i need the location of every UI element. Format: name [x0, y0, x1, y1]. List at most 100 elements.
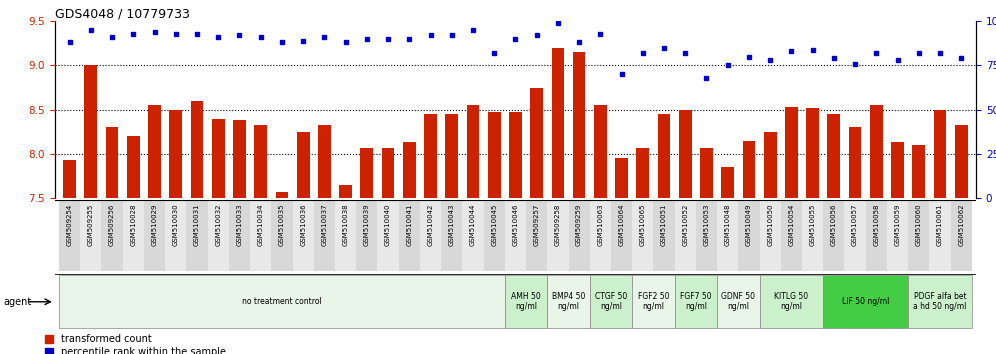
Bar: [721, 167, 734, 198]
Bar: [233, 120, 246, 198]
Text: GSM509258: GSM509258: [555, 204, 561, 246]
Text: GSM510050: GSM510050: [767, 204, 773, 246]
Bar: [530, 88, 543, 198]
Bar: [123, 200, 144, 271]
Text: GSM510065: GSM510065: [639, 204, 645, 246]
Text: AMH 50
ng/ml: AMH 50 ng/ml: [511, 292, 541, 312]
Bar: [505, 200, 526, 271]
Bar: [764, 132, 777, 198]
Bar: [594, 105, 607, 198]
Text: GSM510043: GSM510043: [449, 204, 455, 246]
Bar: [806, 108, 819, 198]
Bar: [590, 200, 611, 271]
Text: GSM510036: GSM510036: [300, 204, 306, 246]
Bar: [445, 114, 458, 198]
Bar: [335, 200, 357, 271]
Text: GSM510034: GSM510034: [258, 204, 264, 246]
Bar: [424, 114, 437, 198]
Text: GSM510037: GSM510037: [322, 204, 328, 246]
Bar: [420, 200, 441, 271]
Bar: [81, 200, 102, 271]
FancyBboxPatch shape: [908, 275, 972, 328]
Text: no treatment control: no treatment control: [242, 297, 322, 306]
Text: GSM510058: GSM510058: [873, 204, 879, 246]
Bar: [912, 145, 925, 198]
Text: GSM509254: GSM509254: [67, 204, 73, 246]
Bar: [357, 200, 377, 271]
Bar: [207, 200, 229, 271]
Bar: [106, 127, 119, 198]
Bar: [611, 200, 632, 271]
Bar: [250, 200, 271, 271]
Text: LIF 50 ng/ml: LIF 50 ng/ml: [842, 297, 889, 306]
Text: GDS4048 / 10779733: GDS4048 / 10779733: [55, 7, 189, 20]
Text: GSM510060: GSM510060: [915, 204, 921, 246]
Bar: [165, 200, 186, 271]
Bar: [891, 142, 904, 198]
Bar: [377, 200, 398, 271]
Bar: [824, 200, 845, 271]
Bar: [552, 48, 565, 198]
Bar: [148, 105, 161, 198]
Bar: [318, 125, 331, 198]
Bar: [126, 136, 139, 198]
Text: GSM510049: GSM510049: [746, 204, 752, 246]
Bar: [845, 200, 866, 271]
Text: agent: agent: [3, 297, 31, 307]
Bar: [760, 200, 781, 271]
Text: GSM510045: GSM510045: [491, 204, 497, 246]
Text: CTGF 50
ng/ml: CTGF 50 ng/ml: [595, 292, 627, 312]
Bar: [488, 112, 501, 198]
Bar: [102, 200, 123, 271]
Bar: [785, 107, 798, 198]
Text: GSM510053: GSM510053: [703, 204, 709, 246]
Bar: [64, 160, 76, 198]
Bar: [933, 110, 946, 198]
Bar: [85, 65, 98, 198]
Bar: [616, 159, 627, 198]
FancyBboxPatch shape: [590, 275, 632, 328]
Text: GSM510048: GSM510048: [725, 204, 731, 246]
Text: PDGF alfa bet
a hd 50 ng/ml: PDGF alfa bet a hd 50 ng/ml: [913, 292, 967, 312]
Bar: [297, 132, 310, 198]
Bar: [186, 200, 207, 271]
Bar: [908, 200, 929, 271]
Text: GSM510035: GSM510035: [279, 204, 285, 246]
Bar: [849, 127, 862, 198]
Text: FGF2 50
ng/ml: FGF2 50 ng/ml: [637, 292, 669, 312]
Text: GSM509259: GSM509259: [576, 204, 582, 246]
Text: GSM510029: GSM510029: [151, 204, 157, 246]
Text: GSM509255: GSM509255: [88, 204, 94, 246]
Text: GSM509256: GSM509256: [110, 204, 116, 246]
Bar: [700, 148, 713, 198]
Text: GSM510030: GSM510030: [172, 204, 178, 246]
Text: GSM510040: GSM510040: [385, 204, 391, 246]
Bar: [674, 200, 696, 271]
Bar: [653, 200, 674, 271]
Bar: [526, 200, 547, 271]
Text: FGF7 50
ng/ml: FGF7 50 ng/ml: [680, 292, 712, 312]
Text: GSM510056: GSM510056: [831, 204, 837, 246]
Legend: transformed count, percentile rank within the sample: transformed count, percentile rank withi…: [45, 334, 226, 354]
Bar: [212, 119, 225, 198]
Bar: [403, 142, 415, 198]
Bar: [169, 110, 182, 198]
Bar: [866, 200, 886, 271]
Bar: [441, 200, 462, 271]
Bar: [190, 101, 203, 198]
Bar: [462, 200, 484, 271]
FancyBboxPatch shape: [632, 275, 674, 328]
Bar: [398, 200, 420, 271]
Bar: [738, 200, 760, 271]
Bar: [828, 114, 841, 198]
Bar: [484, 200, 505, 271]
Bar: [271, 200, 293, 271]
Bar: [636, 148, 649, 198]
FancyBboxPatch shape: [760, 275, 824, 328]
Bar: [886, 200, 908, 271]
Text: BMP4 50
ng/ml: BMP4 50 ng/ml: [552, 292, 586, 312]
Text: GSM510051: GSM510051: [661, 204, 667, 246]
Bar: [870, 105, 882, 198]
FancyBboxPatch shape: [59, 275, 505, 328]
Bar: [955, 125, 967, 198]
